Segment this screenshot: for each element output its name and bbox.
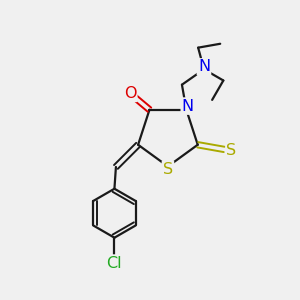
Text: O: O (124, 86, 136, 101)
Text: N: N (198, 59, 210, 74)
Text: Cl: Cl (106, 256, 122, 271)
Text: S: S (163, 162, 173, 177)
Text: S: S (226, 143, 237, 158)
Text: N: N (182, 99, 194, 114)
